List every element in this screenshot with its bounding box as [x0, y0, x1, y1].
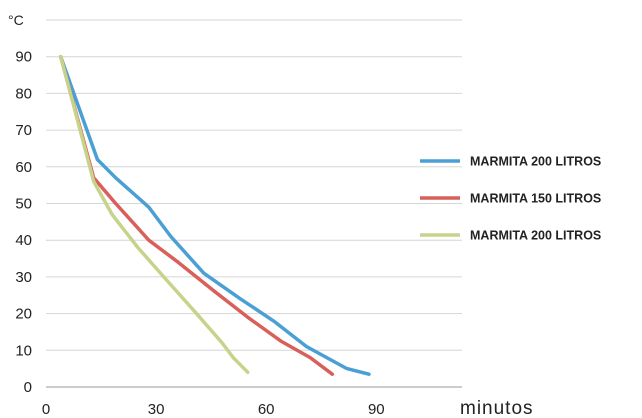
y-tick-label: 90 [15, 49, 32, 66]
x-tick-label: 0 [42, 401, 50, 418]
legend-label: MARMITA 200 LITROS [470, 155, 601, 169]
y-tick-label: 80 [15, 85, 32, 102]
y-tick-label: 70 [15, 122, 32, 139]
y-tick-label: 0 [24, 379, 32, 396]
y-tick-label: 40 [15, 232, 32, 249]
series-line [58, 54, 335, 376]
y-tick-label: 50 [15, 196, 32, 213]
legend-label: MARMITA 150 LITROS [470, 192, 601, 206]
y-tick-labels: 0 10 20 30 40 50 60 70 80 90 [15, 49, 32, 396]
y-tick-label: 60 [15, 159, 32, 176]
x-tick-label: 30 [148, 401, 165, 418]
series-line [58, 54, 371, 376]
legend: MARMITA 200 LITROS MARMITA 150 LITROS MARM… [420, 155, 601, 243]
x-tick-label: 90 [368, 401, 385, 418]
legend-label: MARMITA 200 LITROS [470, 229, 601, 243]
x-tick-labels: 0 30 60 90 [42, 401, 385, 418]
y-tick-label: 10 [15, 342, 32, 359]
series-lines [58, 54, 371, 376]
y-tick-label: 30 [15, 269, 32, 286]
gridlines [46, 19, 462, 351]
series-line [58, 54, 250, 375]
x-tick-label: 60 [258, 401, 275, 418]
y-axis-unit: °C [8, 12, 24, 28]
x-axis-label: minutos [460, 398, 534, 418]
y-tick-label: 20 [15, 306, 32, 323]
